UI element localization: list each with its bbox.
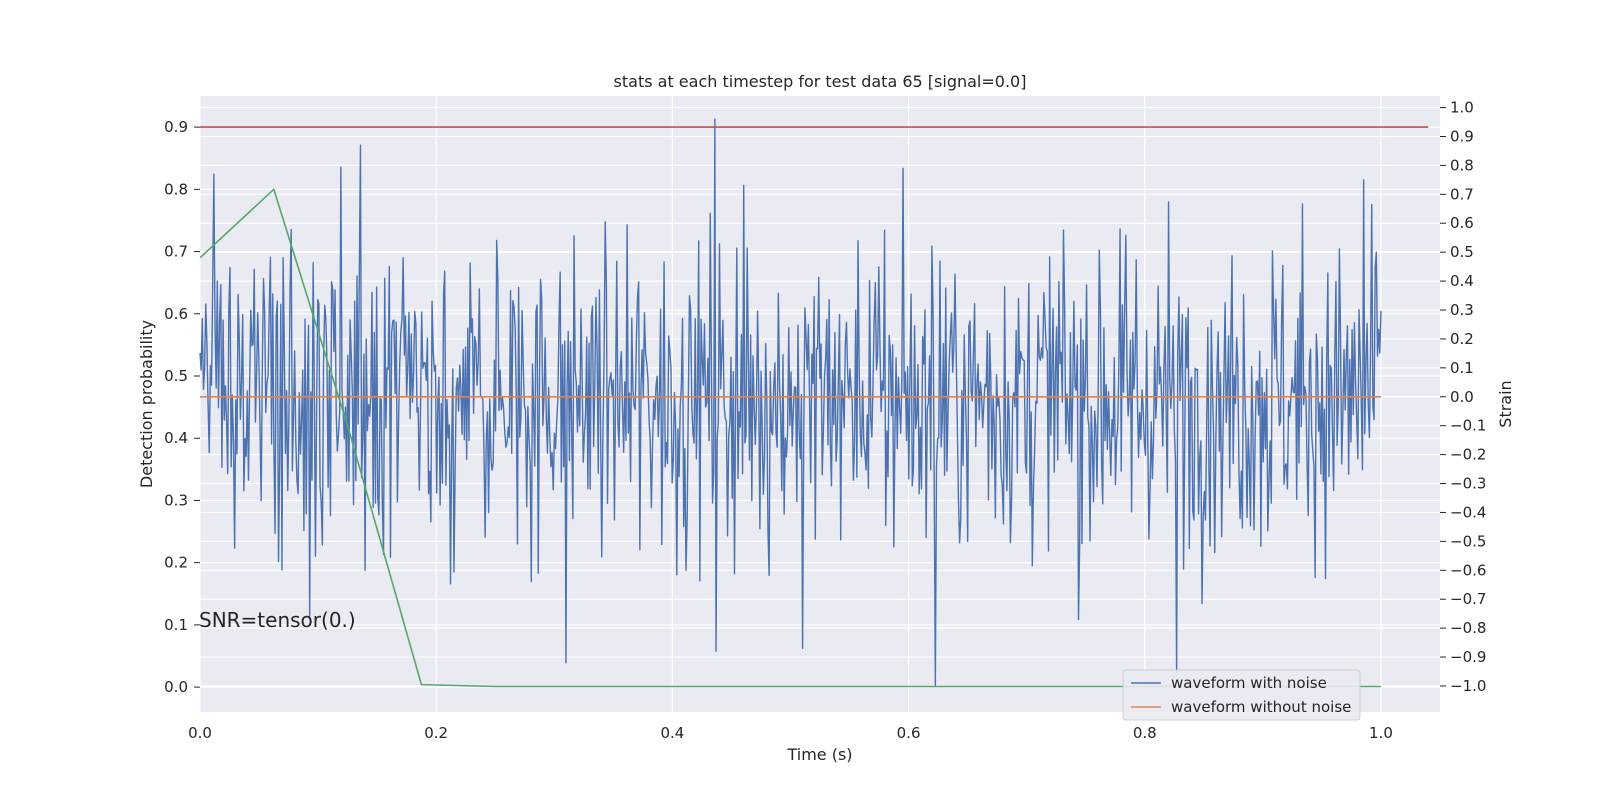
y-tick-label-left: 0.1	[164, 616, 188, 634]
y-tick-label-right: −0.7	[1450, 590, 1486, 608]
y-tick-label-right: −0.2	[1450, 446, 1486, 464]
x-tick-label: 0.2	[424, 724, 448, 742]
x-tick-label: 1.0	[1369, 724, 1393, 742]
x-ticks: 0.0 0.2 0.4 0.6 0.8 1.0	[188, 724, 1393, 742]
y-tick-label-left: 0.9	[164, 118, 188, 136]
y-tick-label-right: 0.6	[1450, 214, 1474, 232]
y-tick-label-right: −1.0	[1450, 677, 1486, 695]
y-tick-label-right: 0.2	[1450, 330, 1474, 348]
snr-annotation: SNR=tensor(0.)	[199, 608, 356, 632]
y-tick-label-left: 0.8	[164, 180, 188, 198]
x-tick-label: 0.6	[897, 724, 921, 742]
y-tick-label-right: −0.5	[1450, 532, 1486, 550]
y-tick-label-right: −0.4	[1450, 503, 1486, 521]
y-tick-label-left: 0.4	[164, 429, 188, 447]
legend: waveform with noise waveform without noi…	[1122, 669, 1361, 721]
y-tick-label-left: 0.2	[164, 554, 188, 572]
y-tick-label-right: −0.1	[1450, 417, 1486, 435]
x-axis-label: Time (s)	[786, 745, 852, 764]
y-axis-label-right: Strain	[1496, 380, 1515, 427]
legend-label-clean: waveform without noise	[1171, 698, 1351, 716]
y-tick-label-left: 0.7	[164, 243, 188, 261]
y-tick-label-left: 0.6	[164, 305, 188, 323]
y-tick-label-right: −0.3	[1450, 475, 1486, 493]
y-tick-label-right: 0.7	[1450, 185, 1474, 203]
x-tick-label: 0.4	[660, 724, 684, 742]
y-tick-label-right: 0.0	[1450, 388, 1474, 406]
y-tick-label-right: −0.8	[1450, 619, 1486, 637]
y-tick-label-right: 0.4	[1450, 272, 1474, 290]
legend-box	[1122, 669, 1361, 721]
y-tick-label-right: 0.8	[1450, 156, 1474, 174]
y-ticks-left: 0.0 0.1 0.2 0.3 0.4 0.5 0.6 0.7 0.8 0.9	[164, 118, 200, 696]
chart-title: stats at each timestep for test data 65 …	[614, 72, 1027, 91]
y-ticks-right: 1.0 0.9 0.8 0.7 0.6 0.5 0.4 0.3 0.2 0.1 0.0 −0.1 −0.…	[1440, 99, 1486, 695]
y-axis-label-left: Detection probability	[137, 320, 156, 488]
legend-label-noise: waveform with noise	[1171, 674, 1327, 692]
y-tick-label-right: 0.1	[1450, 359, 1474, 377]
y-tick-label-left: 0.0	[164, 678, 188, 696]
series-line-0	[199, 118, 1382, 687]
y-tick-label-right: −0.6	[1450, 561, 1486, 579]
y-tick-label-right: 0.9	[1450, 127, 1474, 145]
y-tick-label-right: −0.9	[1450, 648, 1486, 666]
y-tick-label-left: 0.5	[164, 367, 188, 385]
x-tick-label: 0.0	[188, 724, 212, 742]
y-tick-label-right: 1.0	[1450, 99, 1474, 117]
y-tick-label-right: 0.5	[1450, 243, 1474, 261]
y-tick-label-right: 0.3	[1450, 301, 1474, 319]
y-tick-label-left: 0.3	[164, 491, 188, 509]
x-tick-label: 0.8	[1133, 724, 1157, 742]
